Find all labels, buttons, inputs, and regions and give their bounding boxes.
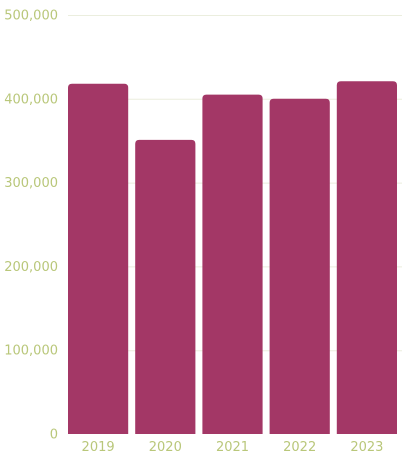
- y-tick-label: 200,000: [4, 260, 58, 275]
- bar-2023[interactable]: [336, 81, 397, 435]
- y-tick-label: 0: [50, 428, 58, 443]
- bar-2021[interactable]: [202, 94, 263, 435]
- bars: [68, 81, 397, 435]
- bar-2019[interactable]: [68, 83, 129, 434]
- y-axis-ticks: 0 100,000 200,000 300,000 400,000 500,000: [4, 9, 58, 443]
- x-tick-label: 2021: [216, 440, 249, 452]
- y-tick-label: 400,000: [4, 92, 58, 107]
- x-tick-label: 2019: [82, 440, 115, 452]
- y-tick-label: 500,000: [4, 9, 58, 24]
- x-axis-ticks: 2019 2020 2021 2022 2023: [82, 440, 384, 452]
- y-tick-label: 100,000: [4, 344, 58, 359]
- bar-2022[interactable]: [269, 98, 330, 435]
- x-tick-label: 2020: [149, 440, 182, 452]
- x-tick-label: 2022: [283, 440, 316, 452]
- y-tick-label: 300,000: [4, 176, 58, 191]
- bar-2020[interactable]: [135, 139, 196, 434]
- x-tick-label: 2023: [350, 440, 383, 452]
